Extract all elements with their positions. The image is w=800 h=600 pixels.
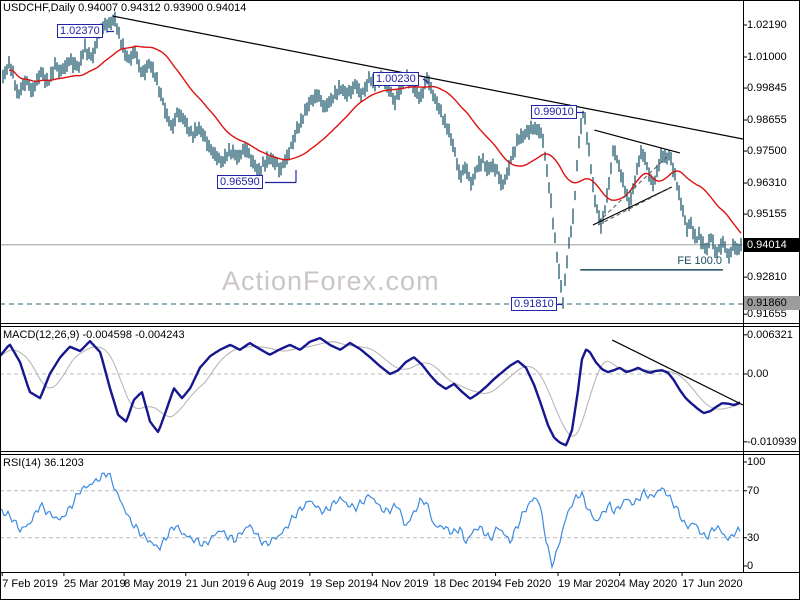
date-axis-label: 25 Mar 2019	[63, 578, 126, 590]
fe-projection-label: FE 100.0	[677, 255, 722, 267]
price-mark-label: 0.99010	[531, 105, 577, 119]
price-axis-label: 0.92810	[747, 271, 787, 284]
date-axis-label: 6 Aug 2019	[248, 578, 304, 590]
date-axis-label: 17 Jun 2020	[682, 578, 743, 590]
date-axis-label: 18 Dec 2019	[433, 578, 497, 590]
rsi-indicator-label: RSI(14) 36.1203	[3, 457, 84, 469]
rsi-axis-label: 100	[747, 456, 766, 468]
macd-axis-label: 0.00	[747, 368, 769, 380]
price-axis-label: 0.96310	[747, 177, 787, 190]
price-axis-label: 0.97500	[747, 145, 787, 158]
date-axis-label: 4 Nov 2019	[372, 578, 429, 590]
price-axis-label: 0.91655	[747, 308, 787, 321]
price-axis-label: 0.98655	[747, 114, 787, 127]
price-mark-label: 1.02370	[57, 24, 103, 38]
price-axis-label: 1.01000	[747, 50, 787, 63]
rsi-axis-label: 0	[747, 560, 754, 572]
price-axis-label: 1.02190	[747, 19, 787, 31]
macd-indicator-label: MACD(12,26,9) -0.004598 -0.004243	[3, 329, 185, 341]
date-axis-label: 21 Jun 2019	[185, 578, 247, 590]
date-axis-label: 19 Mar 2020	[557, 578, 620, 590]
current-price-tag: 0.94014	[744, 237, 800, 252]
macd-axis-label: 0.006321	[747, 328, 793, 341]
price-axis-label: 0.95155	[747, 208, 787, 221]
price-mark-label: 0.96590	[217, 175, 263, 189]
rsi-axis-label: 70	[747, 484, 760, 497]
date-axis-label: 4 May 2020	[619, 578, 678, 590]
date-axis-label: 4 Feb 2020	[495, 578, 552, 590]
chart-title: USDCHF,Daily 0.94007 0.94312 0.93900 0.9…	[3, 2, 247, 14]
date-axis-label: 7 Feb 2019	[2, 578, 58, 590]
watermark: ActionForex.com	[222, 266, 440, 296]
price-mark-label: 1.00230	[373, 72, 419, 86]
date-axis-label: 19 Sep 2019	[309, 578, 373, 590]
price-axis-label: 0.99845	[747, 82, 787, 95]
support-price-tag: 0.91860	[744, 295, 800, 310]
rsi-axis-label: 30	[747, 531, 760, 544]
macd-axis-label: -0.010939	[747, 435, 797, 448]
price-mark-label: 0.91810	[511, 297, 557, 311]
date-axis-label: 8 May 2019	[124, 578, 182, 590]
